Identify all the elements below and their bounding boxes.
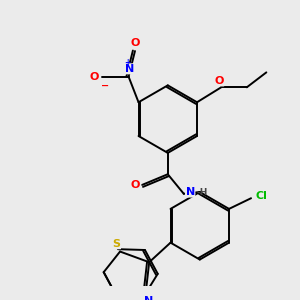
Text: Cl: Cl: [255, 191, 267, 201]
Text: O: O: [131, 38, 140, 48]
Text: O: O: [89, 72, 99, 82]
Text: S: S: [112, 239, 121, 249]
Text: -H: -H: [196, 188, 208, 196]
Text: N: N: [185, 187, 195, 197]
Text: N: N: [144, 296, 153, 300]
Text: N: N: [125, 64, 134, 74]
Text: O: O: [214, 76, 224, 86]
Text: +: +: [124, 58, 130, 67]
Text: O: O: [130, 180, 140, 190]
Text: −: −: [101, 80, 110, 91]
